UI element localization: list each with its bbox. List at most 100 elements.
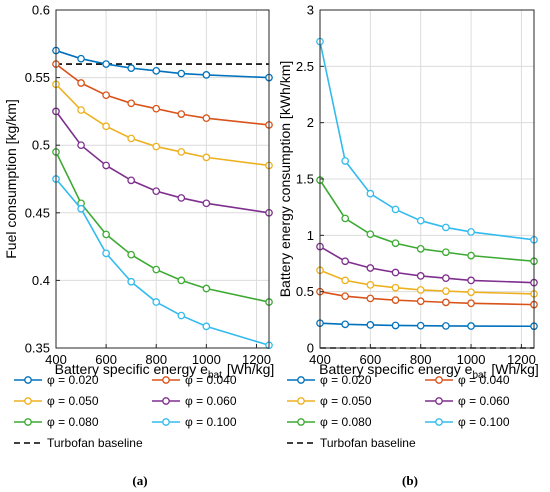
x-axis-label-sub: bat [208, 370, 222, 381]
data-point [341, 214, 350, 223]
legend-marker [162, 397, 170, 405]
data-point [202, 153, 211, 162]
legend-label: φ = 0.080 [320, 415, 372, 429]
data-point [467, 288, 475, 297]
data-point [202, 322, 211, 331]
data-point [416, 286, 425, 294]
data-point [102, 230, 110, 239]
data-point [416, 216, 425, 225]
data-point [341, 157, 350, 165]
data-point [202, 199, 211, 208]
data-point [391, 296, 400, 304]
data-point [202, 114, 211, 123]
legend-label: φ = 0.080 [47, 415, 99, 429]
data-point [177, 69, 186, 78]
legend-marker [297, 418, 305, 426]
data-point [102, 161, 110, 170]
legend-label: φ = 0.020 [320, 373, 372, 387]
series-line-5 [319, 179, 535, 263]
data-point [341, 320, 350, 329]
legend-label: φ = 0.100 [458, 415, 510, 429]
series-line-1 [319, 322, 535, 328]
y-tick-label: 0.55 [25, 70, 50, 85]
x-axis-label-sub: bat [472, 370, 486, 381]
data-point [416, 245, 425, 253]
data-point [152, 66, 161, 75]
data-point [77, 204, 85, 213]
x-tick-label: 1200 [242, 352, 271, 367]
y-tick-label: 0.6 [32, 3, 50, 18]
series-line-4 [55, 110, 270, 214]
data-point [442, 248, 450, 257]
data-point [202, 71, 211, 79]
legend-marker [162, 376, 170, 384]
legend-label: φ = 0.040 [185, 373, 237, 387]
legend-baseline-label: Turbofan baseline [47, 436, 143, 450]
y-tick-label: 0.45 [25, 205, 50, 220]
data-point [467, 299, 475, 308]
chart-panel-1: 400 600 800 1000 1200 0.35 0.4 0.45 0.5 0.55 0.6 Ba… [3, 3, 274, 489]
data-point [152, 298, 161, 306]
x-tick-label: 600 [95, 352, 117, 367]
data-point [77, 79, 85, 87]
legend-marker [162, 418, 170, 426]
data-point [152, 142, 161, 151]
x-tick-label: 800 [410, 352, 432, 367]
data-point [442, 223, 450, 232]
legend-marker [435, 418, 443, 426]
data-point [366, 230, 375, 239]
legend-label: φ = 0.060 [185, 394, 237, 408]
legend-label: φ = 0.040 [458, 373, 510, 387]
x-tick-label: 400 [309, 352, 331, 367]
series-line-3 [55, 83, 270, 167]
data-point [416, 321, 425, 330]
data-point [467, 322, 475, 330]
data-point [152, 104, 161, 113]
x-tick-label: 800 [145, 352, 167, 367]
legend-label: φ = 0.100 [185, 415, 237, 429]
y-tick-label: 1.5 [296, 172, 314, 187]
series-line-2 [55, 63, 270, 126]
x-axis-label-main: Battery specific energy e [319, 361, 473, 377]
x-axis-label-unit: [Wh/kg] [227, 361, 274, 377]
series-line-2 [319, 290, 535, 306]
panel-caption: (b) [402, 473, 418, 488]
x-tick-label: 400 [45, 352, 67, 367]
data-point [366, 264, 375, 272]
x-tick-label: 600 [360, 352, 382, 367]
data-point [77, 141, 85, 150]
y-axis-label: Battery energy consumption [kWh/km] [277, 61, 293, 298]
series-line-4 [319, 245, 535, 284]
plot-area [55, 9, 270, 349]
y-tick-label: 0.35 [25, 341, 50, 356]
legend-label: φ = 0.050 [47, 394, 99, 408]
data-point [442, 322, 450, 330]
x-axis-label: Battery specific energy ebat [Wh/kg] [319, 361, 539, 381]
data-point [127, 64, 136, 72]
panel-caption: (a) [132, 473, 147, 488]
x-axis-label: Battery specific energy ebat [Wh/kg] [55, 361, 275, 381]
data-point [177, 194, 186, 202]
data-point [442, 287, 450, 295]
data-point [177, 110, 186, 118]
data-point [391, 321, 400, 330]
data-point [467, 276, 475, 285]
series-line-6 [319, 41, 535, 241]
series-line-6 [55, 178, 270, 347]
data-point [177, 276, 186, 285]
series-line-5 [55, 151, 270, 303]
data-point [102, 91, 110, 100]
data-point [127, 250, 136, 259]
data-point [416, 297, 425, 306]
data-point [152, 265, 161, 274]
x-axis-label-main: Battery specific energy e [55, 361, 209, 377]
data-point [177, 311, 186, 320]
data-point [102, 249, 110, 258]
data-point [366, 281, 375, 289]
y-tick-label: 0 [307, 341, 314, 356]
data-point [102, 122, 110, 131]
data-point [391, 239, 400, 248]
data-point [341, 257, 350, 266]
x-tick-label: 1000 [192, 352, 221, 367]
